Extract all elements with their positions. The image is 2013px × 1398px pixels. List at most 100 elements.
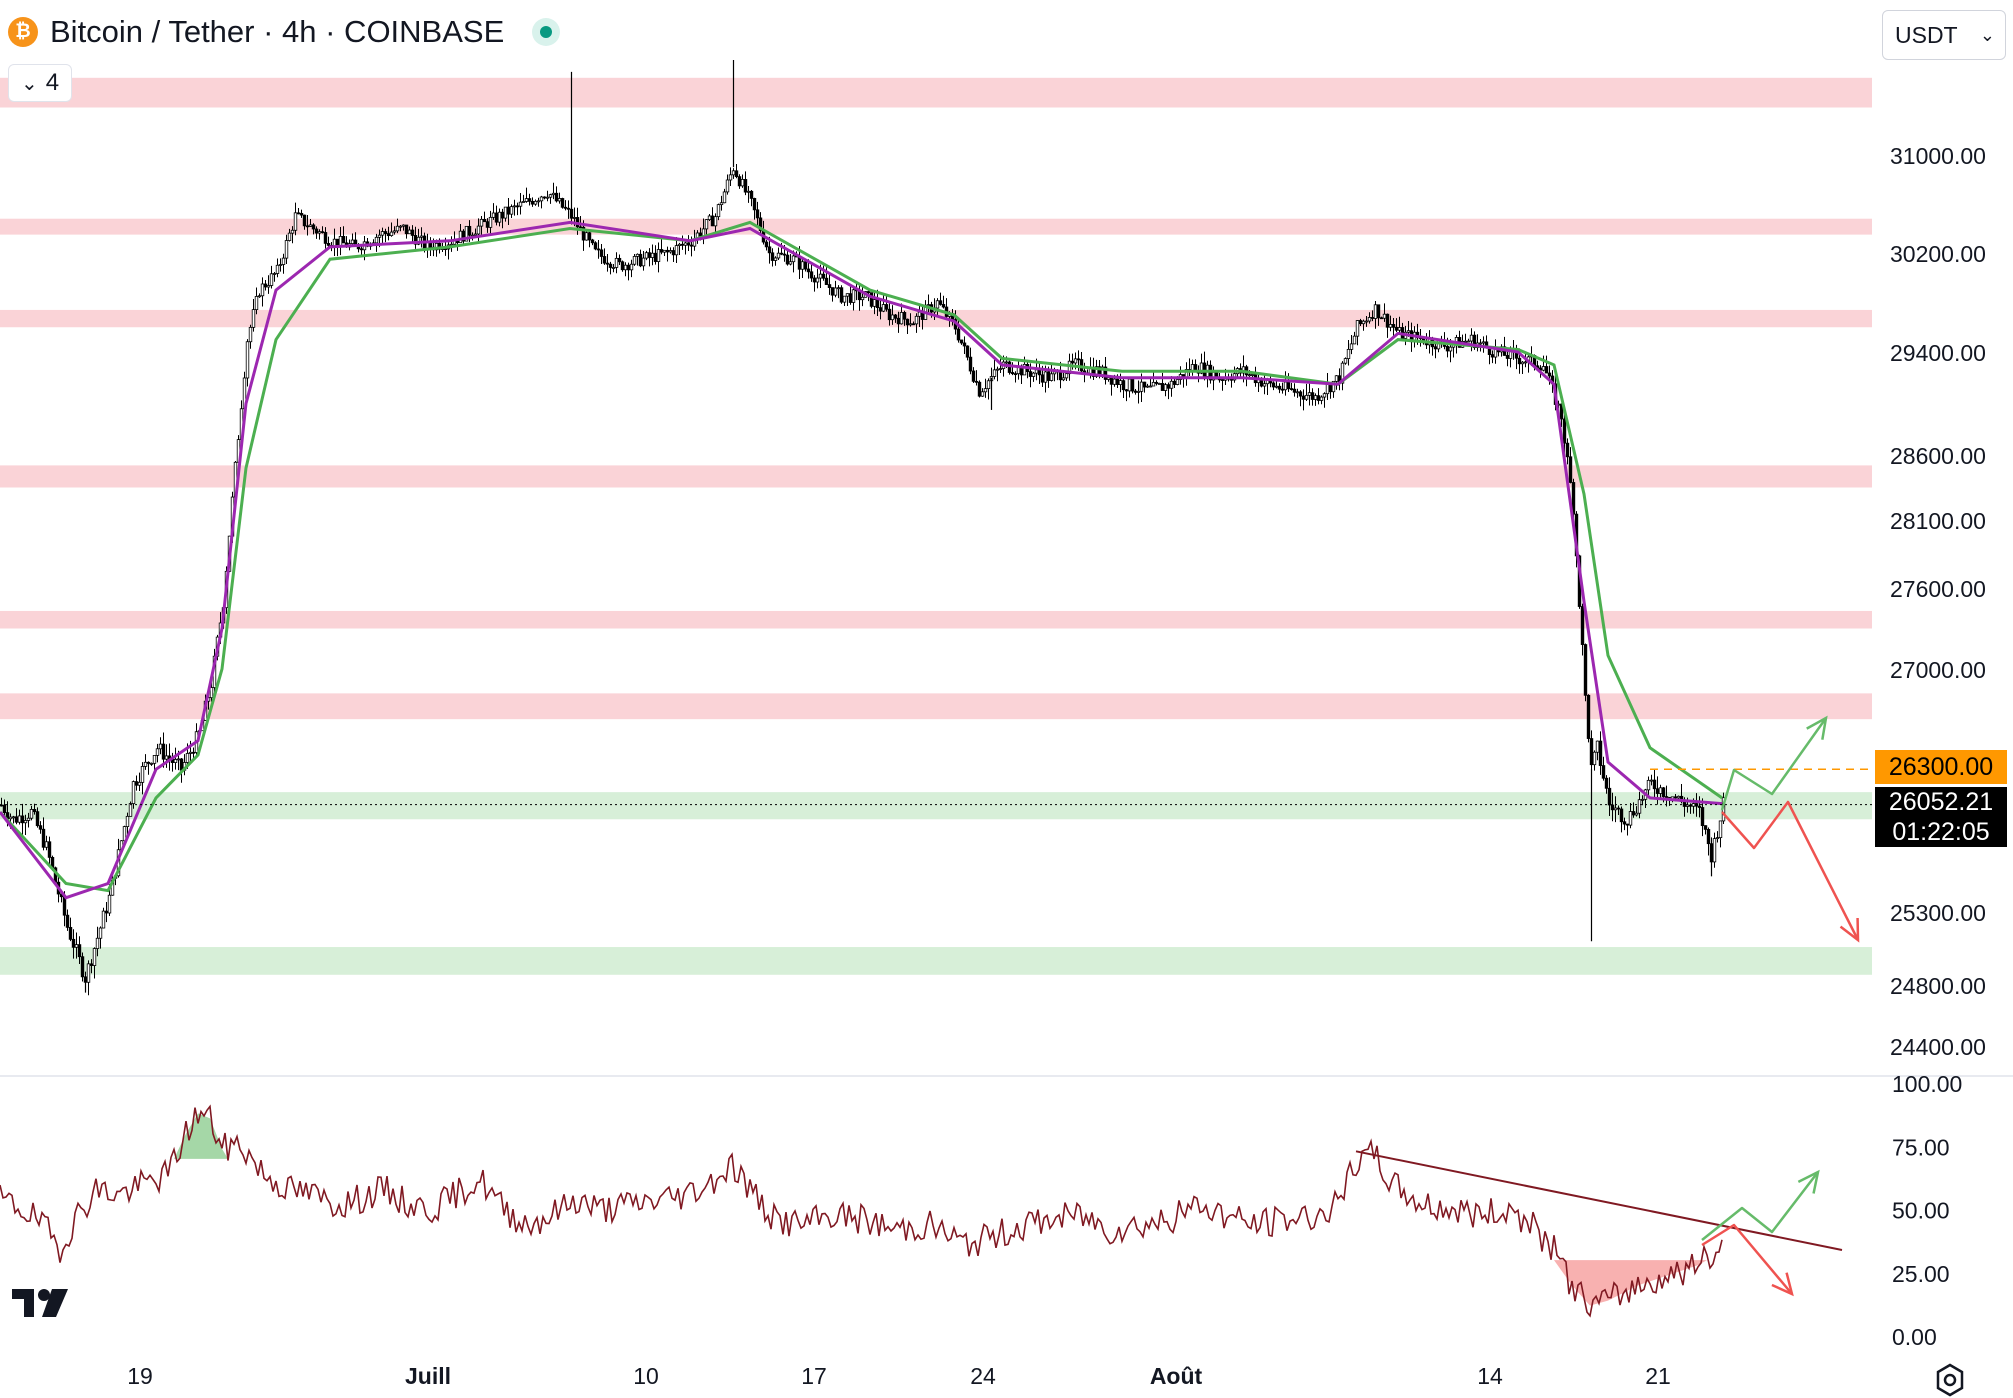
candle-body [1028, 371, 1033, 377]
candle-body [1139, 381, 1144, 392]
candle-body [836, 287, 841, 290]
candle-body [293, 212, 298, 231]
candle-body [1469, 334, 1474, 342]
candle-body [644, 252, 649, 259]
candle-body [317, 231, 322, 234]
tradingview-logo-icon[interactable] [12, 1285, 74, 1321]
candle-body [740, 179, 745, 187]
indicator-count: 4 [45, 69, 60, 96]
candle-body [1250, 374, 1255, 376]
currency-select[interactable]: USDT ⌄ [1882, 10, 2006, 60]
candle-body [1142, 381, 1147, 388]
candle-body [17, 815, 22, 823]
candle-body [1163, 384, 1168, 391]
candle-body [911, 323, 916, 326]
candle-body [320, 231, 325, 234]
candle-body [1145, 385, 1150, 388]
candle-body [995, 368, 1000, 371]
candle-body [1034, 369, 1039, 374]
candle-body [1004, 361, 1009, 364]
candle-body [401, 224, 406, 227]
candle-body [608, 263, 613, 268]
candle-body [458, 230, 463, 244]
candle-body [71, 938, 76, 948]
candle-body [1031, 372, 1036, 377]
candle-body [974, 380, 979, 383]
candle-body [1586, 694, 1591, 739]
candle-body [707, 215, 712, 221]
candle-body [1193, 364, 1198, 371]
candle-body [65, 914, 70, 928]
candle-body [866, 291, 871, 294]
candle-body [590, 239, 595, 244]
candle-body [254, 296, 259, 311]
candle-body [548, 194, 553, 198]
candle-body [722, 191, 727, 204]
candle-body [245, 341, 250, 379]
candle-body [719, 202, 724, 206]
candle-body [665, 249, 670, 253]
candle-body [1595, 740, 1600, 753]
candle-body [653, 252, 658, 262]
candle-body [164, 755, 169, 760]
candle-body [905, 318, 910, 326]
candle-body [641, 257, 646, 267]
candle-body [209, 687, 214, 699]
candle-body [407, 229, 412, 235]
candle-body [494, 212, 499, 223]
settings-icon[interactable] [1932, 1362, 1968, 1398]
candle-body [839, 287, 844, 303]
candle-body [1010, 372, 1015, 375]
candle-body [302, 214, 307, 227]
rsi-trend-line [1355, 1150, 1843, 1251]
candle-body [38, 825, 43, 830]
candle-body [941, 304, 946, 308]
candle-body [818, 273, 823, 279]
candle-body [629, 263, 634, 271]
candle-body [137, 781, 142, 786]
candle-body [1316, 395, 1321, 401]
candle-body [176, 758, 181, 761]
candle-body [584, 232, 589, 241]
candle-body [1433, 346, 1438, 350]
candle-body [251, 309, 256, 328]
candle-body [545, 196, 550, 199]
time-tick-label: 24 [970, 1363, 996, 1389]
candle-body [506, 206, 511, 215]
candle-body [728, 174, 733, 181]
candle-body [1490, 354, 1495, 358]
candle-body [377, 234, 382, 238]
candle-body [977, 381, 982, 397]
candle-body [1445, 346, 1450, 352]
candle-body [965, 345, 970, 358]
last-price-value: 26052.21 [1888, 788, 1994, 816]
candle-body [179, 758, 184, 771]
candle-body [842, 295, 847, 303]
candle-body [1160, 383, 1165, 391]
candle-body [62, 896, 67, 916]
candle-body [992, 369, 997, 377]
indicators-collapse-button[interactable]: ⌄ 4 [8, 64, 72, 102]
candle-body [104, 910, 109, 914]
candle-body [419, 235, 424, 238]
candle-body [1280, 388, 1285, 391]
candle-body [1364, 320, 1369, 323]
chart-title: Bitcoin / Tether · 4h · COINBASE [50, 14, 505, 49]
candle-body [758, 217, 763, 231]
candle-body [101, 910, 106, 929]
candle-body [131, 781, 136, 804]
candle-body [1544, 366, 1549, 374]
currency-label: USDT [1895, 21, 1958, 48]
candle-body [1079, 359, 1084, 372]
chart-header: ₿ Bitcoin / Tether · 4h · COINBASE [8, 10, 561, 54]
candle-body [803, 261, 808, 270]
candle-body [746, 190, 751, 193]
candle-countdown: 01:22:05 [1892, 818, 1990, 846]
candle-body [1406, 330, 1411, 333]
candle-body [503, 206, 508, 219]
bitcoin-icon: ₿ [8, 17, 38, 47]
candle-body [1262, 383, 1267, 387]
candle-body [392, 230, 397, 233]
candle-body [560, 198, 565, 208]
